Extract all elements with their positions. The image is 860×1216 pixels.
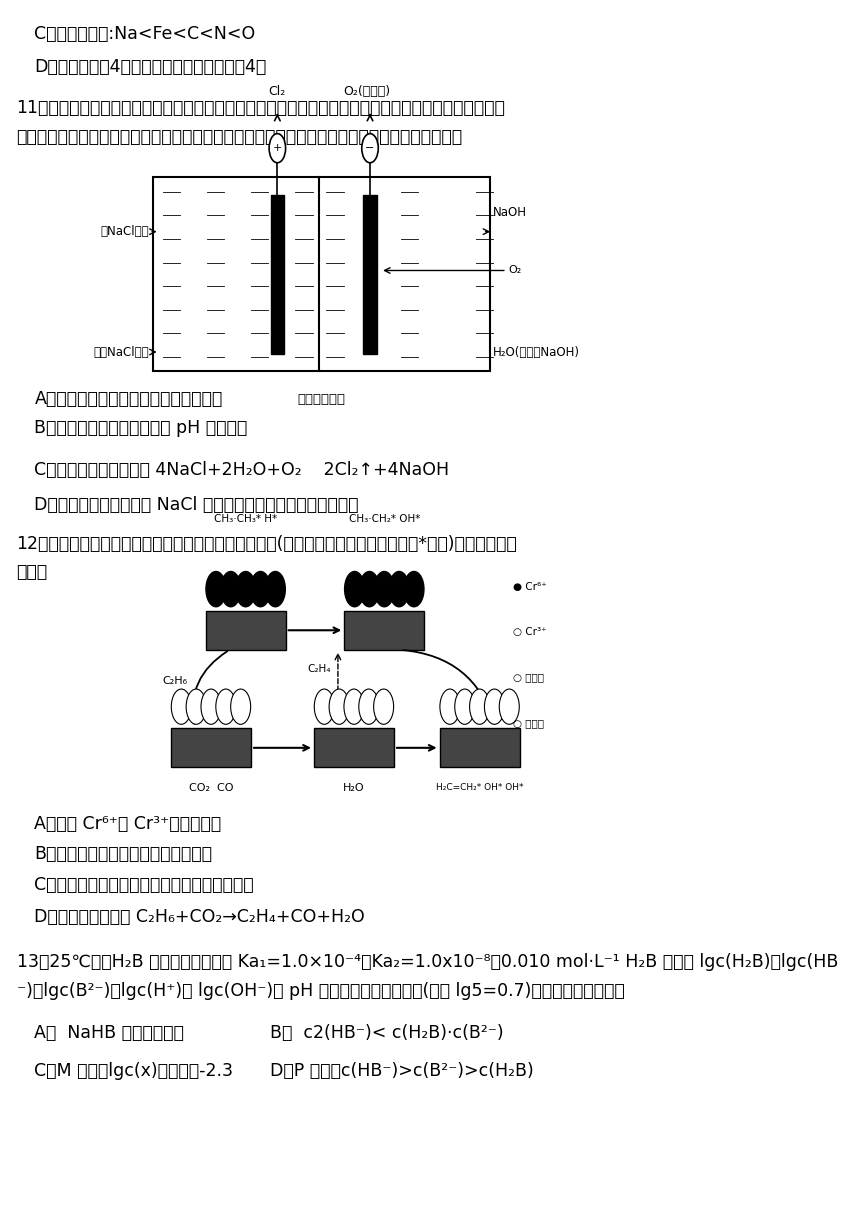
Bar xyxy=(171,728,251,767)
Circle shape xyxy=(484,689,505,725)
Text: O₂: O₂ xyxy=(508,265,521,276)
Circle shape xyxy=(470,689,489,725)
Text: Cl₂: Cl₂ xyxy=(268,85,286,98)
Circle shape xyxy=(230,689,250,725)
Circle shape xyxy=(236,572,255,607)
Circle shape xyxy=(186,689,206,725)
Circle shape xyxy=(362,134,378,163)
Circle shape xyxy=(216,689,236,725)
Text: H₂O(含少量NaOH): H₂O(含少量NaOH) xyxy=(493,345,580,359)
Text: CO₂  CO: CO₂ CO xyxy=(188,783,233,793)
Text: ○ 氧原子: ○ 氧原子 xyxy=(513,672,544,682)
Text: D．P 点时，c(HB⁻)>c(B²⁻)>c(H₂B): D．P 点时，c(HB⁻)>c(B²⁻)>c(H₂B) xyxy=(269,1063,533,1081)
Text: A．氧阴极技术可以减少电耗，节约能源: A．氧阴极技术可以减少电耗，节约能源 xyxy=(34,390,223,409)
Bar xyxy=(206,610,286,649)
Text: C．电解总反应方程式为 4NaCl+2H₂O+O₂    2Cl₂↑+4NaOH: C．电解总反应方程式为 4NaCl+2H₂O+O₂ 2Cl₂↑+4NaOH xyxy=(34,461,450,479)
Bar xyxy=(344,610,424,649)
Circle shape xyxy=(373,689,394,725)
Text: H₂O: H₂O xyxy=(343,783,365,793)
Circle shape xyxy=(359,689,378,725)
Circle shape xyxy=(250,572,271,607)
Text: D．将阳极进料口的饱和 NaCl 溶液改为浓盐酸，电解总反应不变: D．将阳极进料口的饱和 NaCl 溶液改为浓盐酸，电解总反应不变 xyxy=(34,496,359,514)
Text: NaOH: NaOH xyxy=(493,206,527,219)
Circle shape xyxy=(345,572,365,607)
Text: C₂H₄: C₂H₄ xyxy=(308,664,331,675)
Text: O₂(未反应): O₂(未反应) xyxy=(343,85,390,98)
Text: CH₃·CH₂* OH*: CH₃·CH₂* OH* xyxy=(348,514,420,524)
Text: 稀NaCl溶液: 稀NaCl溶液 xyxy=(101,225,150,238)
Text: 误的是: 误的是 xyxy=(16,563,47,580)
Text: ○ 氧空位: ○ 氧空位 xyxy=(513,717,544,728)
Text: 阳离子交换膜: 阳离子交换膜 xyxy=(298,393,345,406)
Text: 饱和NaCl溶液: 饱和NaCl溶液 xyxy=(94,345,150,359)
Text: 极反应，降低了放电电位和电解电压。氧阴极电解饱和食盐水电解槽装置如图。下列说法错误的是: 极反应，降低了放电电位和电解电压。氧阴极电解饱和食盐水电解槽装置如图。下列说法错… xyxy=(16,128,463,146)
Text: +: + xyxy=(273,143,282,153)
Circle shape xyxy=(269,134,286,163)
Text: 13．25℃时，H₂B 的电离常数分别为 Ka₁=1.0×10⁻⁴、Ka₂=1.0x10⁻⁸。0.010 mol·L⁻¹ H₂B 溶液中 lgc(H₂B)、lg: 13．25℃时，H₂B 的电离常数分别为 Ka₁=1.0×10⁻⁴、Ka₂=1.… xyxy=(16,953,838,972)
Circle shape xyxy=(329,689,349,725)
Text: H₂C=CH₂* OH* OH*: H₂C=CH₂* OH* OH* xyxy=(436,783,524,792)
Text: C₂H₆: C₂H₆ xyxy=(163,676,187,686)
Circle shape xyxy=(314,689,335,725)
Text: C．M 点时，lgc(x)的值约为-2.3: C．M 点时，lgc(x)的值约为-2.3 xyxy=(34,1063,233,1081)
Circle shape xyxy=(455,689,475,725)
Text: C．元素电负性:Na<Fe<C<N<O: C．元素电负性:Na<Fe<C<N<O xyxy=(34,24,255,43)
Text: 11．我国科研工作者在氧阴极电解技术方面获重大突破，该技术创新之处在于向阴极区提供纯氧，参与电: 11．我国科研工作者在氧阴极电解技术方面获重大突破，该技术创新之处在于向阴极区提… xyxy=(16,100,506,117)
Bar xyxy=(271,195,284,354)
Circle shape xyxy=(344,689,364,725)
Text: CH₃·CH₃* H*: CH₃·CH₃* H* xyxy=(214,514,277,524)
Circle shape xyxy=(266,572,286,607)
Bar xyxy=(439,728,519,767)
Circle shape xyxy=(440,689,460,725)
Text: B．有极性键和非极性键的断裂和生成: B．有极性键和非极性键的断裂和生成 xyxy=(34,845,212,863)
Circle shape xyxy=(404,572,424,607)
Text: D．总反应方程式为 C₂H₆+CO₂→C₂H₄+CO+H₂O: D．总反应方程式为 C₂H₆+CO₂→C₂H₄+CO+H₂O xyxy=(34,908,366,927)
Text: −: − xyxy=(366,143,375,153)
Text: A．  NaHB 溶液显弱酸性: A． NaHB 溶液显弱酸性 xyxy=(34,1024,184,1042)
Text: D．其结构中由4种元素相连形成的五元环有4个: D．其结构中由4种元素相连形成的五元环有4个 xyxy=(34,58,267,75)
Text: A．存在 Cr⁶⁺和 Cr³⁺的转化循环: A．存在 Cr⁶⁺和 Cr³⁺的转化循环 xyxy=(34,815,222,833)
Bar xyxy=(153,178,489,371)
Text: ⁻)、lgc(B²⁻)、lgc(H⁺)和 lgc(OH⁻)随 pH 变化的关系如下图所示(已知 lg5=0.7)。下列说法错误的是: ⁻)、lgc(B²⁻)、lgc(H⁺)和 lgc(OH⁻)随 pH 变化的关系如… xyxy=(16,983,624,1001)
Circle shape xyxy=(500,689,519,725)
Circle shape xyxy=(374,572,394,607)
Text: B．装置工作时，阴极区溶液 pH 逐渐增大: B．装置工作时，阴极区溶液 pH 逐渐增大 xyxy=(34,420,248,438)
Text: ● Cr⁶⁺: ● Cr⁶⁺ xyxy=(513,581,547,592)
Bar xyxy=(363,195,377,354)
Circle shape xyxy=(389,572,409,607)
Text: 12．铬基催化剂上二氧化碳氧化乙烷脱氢反应机理如图(吸附在催化剂表面上的物种用*标注)。下列说法错: 12．铬基催化剂上二氧化碳氧化乙烷脱氢反应机理如图(吸附在催化剂表面上的物种用*… xyxy=(16,535,517,553)
Circle shape xyxy=(171,689,191,725)
Text: C．铬基催化剂中氧原子参与反应，产生氧空位: C．铬基催化剂中氧原子参与反应，产生氧空位 xyxy=(34,876,254,894)
Circle shape xyxy=(359,572,379,607)
Circle shape xyxy=(201,689,221,725)
Text: ○ Cr³⁺: ○ Cr³⁺ xyxy=(513,627,547,637)
Circle shape xyxy=(221,572,241,607)
Text: B．  c2(HB⁻)< c(H₂B)·c(B²⁻): B． c2(HB⁻)< c(H₂B)·c(B²⁻) xyxy=(269,1024,503,1042)
Bar xyxy=(314,728,394,767)
Circle shape xyxy=(206,572,226,607)
